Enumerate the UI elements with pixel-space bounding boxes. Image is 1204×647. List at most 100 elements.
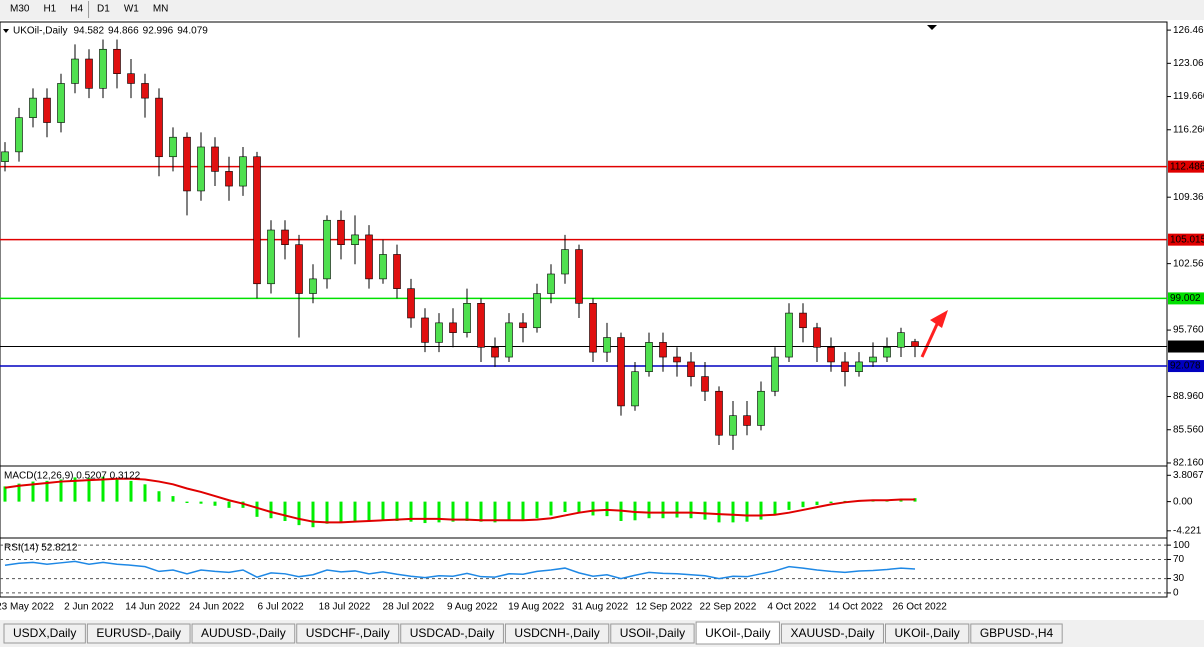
price-level-label: 112.486 (1170, 161, 1204, 172)
candle-body (323, 219, 331, 280)
macd-bar (521, 501, 525, 521)
timeframe-button[interactable]: D1 (97, 4, 110, 15)
timeframe-button[interactable]: H4 (70, 4, 83, 15)
macd-bar (773, 501, 777, 516)
tab[interactable] (3, 623, 86, 644)
candle-body (71, 58, 79, 84)
macd-bar (479, 501, 483, 522)
ohlc-value: 94.582 (73, 26, 104, 37)
tab[interactable] (86, 623, 191, 644)
y-tick-label: -4.221 (1173, 525, 1202, 536)
candle-body (617, 337, 625, 407)
candle-body (197, 146, 205, 192)
tab-label[interactable]: USOil-,Daily (620, 626, 685, 640)
candle-body (687, 361, 695, 377)
macd-bar (423, 501, 427, 524)
x-tick-label: 4 Oct 2022 (767, 602, 816, 613)
macd-bar (73, 477, 77, 502)
tab-label[interactable]: EURUSD-,Daily (96, 626, 181, 640)
tab[interactable] (400, 623, 504, 644)
y-tick-label: 95.760 (1173, 325, 1204, 336)
candle-body (435, 322, 443, 343)
macd-bar (633, 501, 637, 521)
y-tick-label: 116.260 (1173, 124, 1204, 135)
x-tick-label: 24 Jun 2022 (189, 602, 244, 613)
macd-bar (325, 501, 329, 524)
candle-body (589, 303, 597, 353)
macd-bar (591, 501, 595, 516)
macd-bar (563, 501, 567, 512)
x-tick-label: 6 Jul 2022 (258, 602, 305, 613)
pane-title: RSI(14) 52.8212 (4, 543, 78, 554)
candle-body (911, 341, 919, 347)
macd-bar (339, 501, 343, 523)
candle-body (1, 151, 9, 162)
macd-bar (311, 501, 315, 528)
price-level-label: 99.002 (1170, 293, 1201, 304)
timeframe-button[interactable]: H1 (43, 4, 56, 15)
title-marker (3, 29, 9, 33)
candle-body (785, 312, 793, 358)
candle-body (743, 415, 751, 426)
macd-bar (227, 501, 231, 508)
candle-body (127, 73, 135, 84)
ohlc-value: 94.866 (108, 26, 139, 37)
candle-body (295, 244, 303, 294)
candle-body (99, 48, 107, 89)
tab[interactable] (191, 623, 296, 644)
tab[interactable] (780, 623, 884, 644)
candle-body (253, 156, 261, 285)
macd-bar (661, 501, 665, 519)
tab[interactable] (610, 623, 695, 644)
candle-body (883, 346, 891, 358)
candle-body (603, 337, 611, 353)
pane-title: MACD(12,26,9) 0.5207 0.3122 (4, 471, 141, 482)
x-tick-label: 22 Sep 2022 (700, 602, 757, 613)
ohlc-value: 94.079 (177, 26, 208, 37)
macd-bar (703, 501, 707, 520)
candle-body (449, 322, 457, 333)
candle-body (855, 361, 863, 373)
tab[interactable] (296, 623, 400, 644)
y-tick-label: 0 (1173, 588, 1179, 599)
tab[interactable] (695, 621, 780, 645)
timeframe-button[interactable]: MN (153, 4, 169, 15)
macd-bar (465, 501, 469, 521)
macd-bar (171, 496, 175, 502)
candle-body (547, 273, 555, 294)
tab-label[interactable]: XAUUSD-,Daily (790, 626, 874, 640)
tab-label[interactable]: USDCHF-,Daily (306, 626, 390, 640)
macd-bar (717, 501, 721, 523)
tab-label[interactable]: UKOil-,Daily (894, 626, 959, 640)
candle-body (533, 293, 541, 329)
timeframe-button[interactable]: W1 (124, 4, 139, 15)
macd-bar (577, 501, 581, 513)
candle-body (771, 356, 779, 392)
candle-body (57, 83, 65, 123)
tab[interactable] (970, 623, 1063, 644)
tab[interactable] (884, 623, 970, 644)
candle-body (169, 136, 177, 158)
rsi-line (4, 560, 916, 580)
timeframe-button[interactable]: M30 (10, 4, 30, 15)
tab-label[interactable]: UKOil-,Daily (705, 626, 770, 640)
tab-label[interactable]: USDCAD-,Daily (410, 626, 495, 640)
candle-body (505, 322, 513, 358)
candle-body (519, 322, 527, 329)
macd-bar (647, 501, 651, 519)
macd-bar (801, 501, 805, 508)
tab-label[interactable]: AUDUSD-,Daily (201, 626, 286, 640)
macd-bar (437, 501, 441, 523)
candle-body (155, 97, 163, 158)
macd-bar (367, 501, 371, 522)
candle-body (183, 136, 191, 192)
tab[interactable] (504, 623, 610, 644)
tab-label[interactable]: USDX,Daily (13, 626, 76, 640)
candle-body (351, 234, 359, 245)
x-tick-label: 19 Aug 2022 (508, 602, 565, 613)
macd-signal (4, 477, 915, 524)
tab-label[interactable]: GBPUSD-,H4 (980, 626, 1054, 640)
tab-label[interactable]: USDCNH-,Daily (514, 626, 599, 640)
